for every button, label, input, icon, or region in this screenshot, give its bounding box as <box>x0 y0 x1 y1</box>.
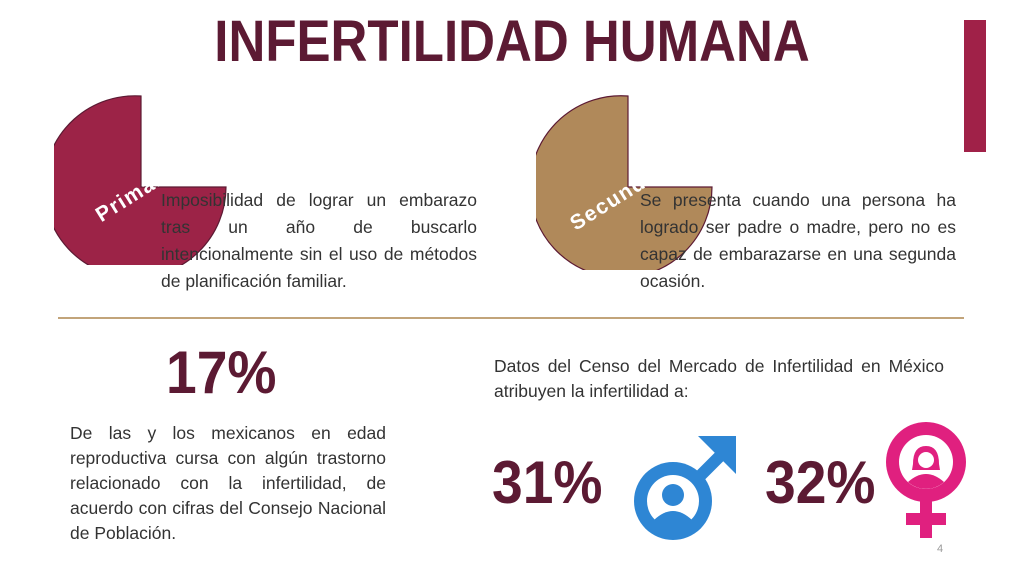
female-stat-value: 32% <box>765 449 876 516</box>
page-title: INFERTILIDAD HUMANA <box>214 9 810 74</box>
secondary-description: Se presenta cuando una persona ha lograd… <box>640 190 956 291</box>
female-symbol-icon <box>886 422 966 538</box>
population-stat-value: 17% <box>166 339 277 406</box>
male-stat-value: 31% <box>492 449 603 516</box>
census-intro: Datos del Censo del Mercado de Infertili… <box>494 356 944 401</box>
secondary-wedge: Secundaria <box>536 95 713 270</box>
primary-description: Imposibilidad de lograr un embarazo tras… <box>161 190 477 291</box>
section-divider <box>58 317 964 319</box>
primary-wedge: Primaria <box>54 95 227 265</box>
page-number: 4 <box>937 543 944 555</box>
accent-bar <box>964 20 986 152</box>
male-symbol-icon <box>634 436 736 540</box>
population-stat-description: De las y los mexicanos en edad reproduct… <box>70 423 386 543</box>
